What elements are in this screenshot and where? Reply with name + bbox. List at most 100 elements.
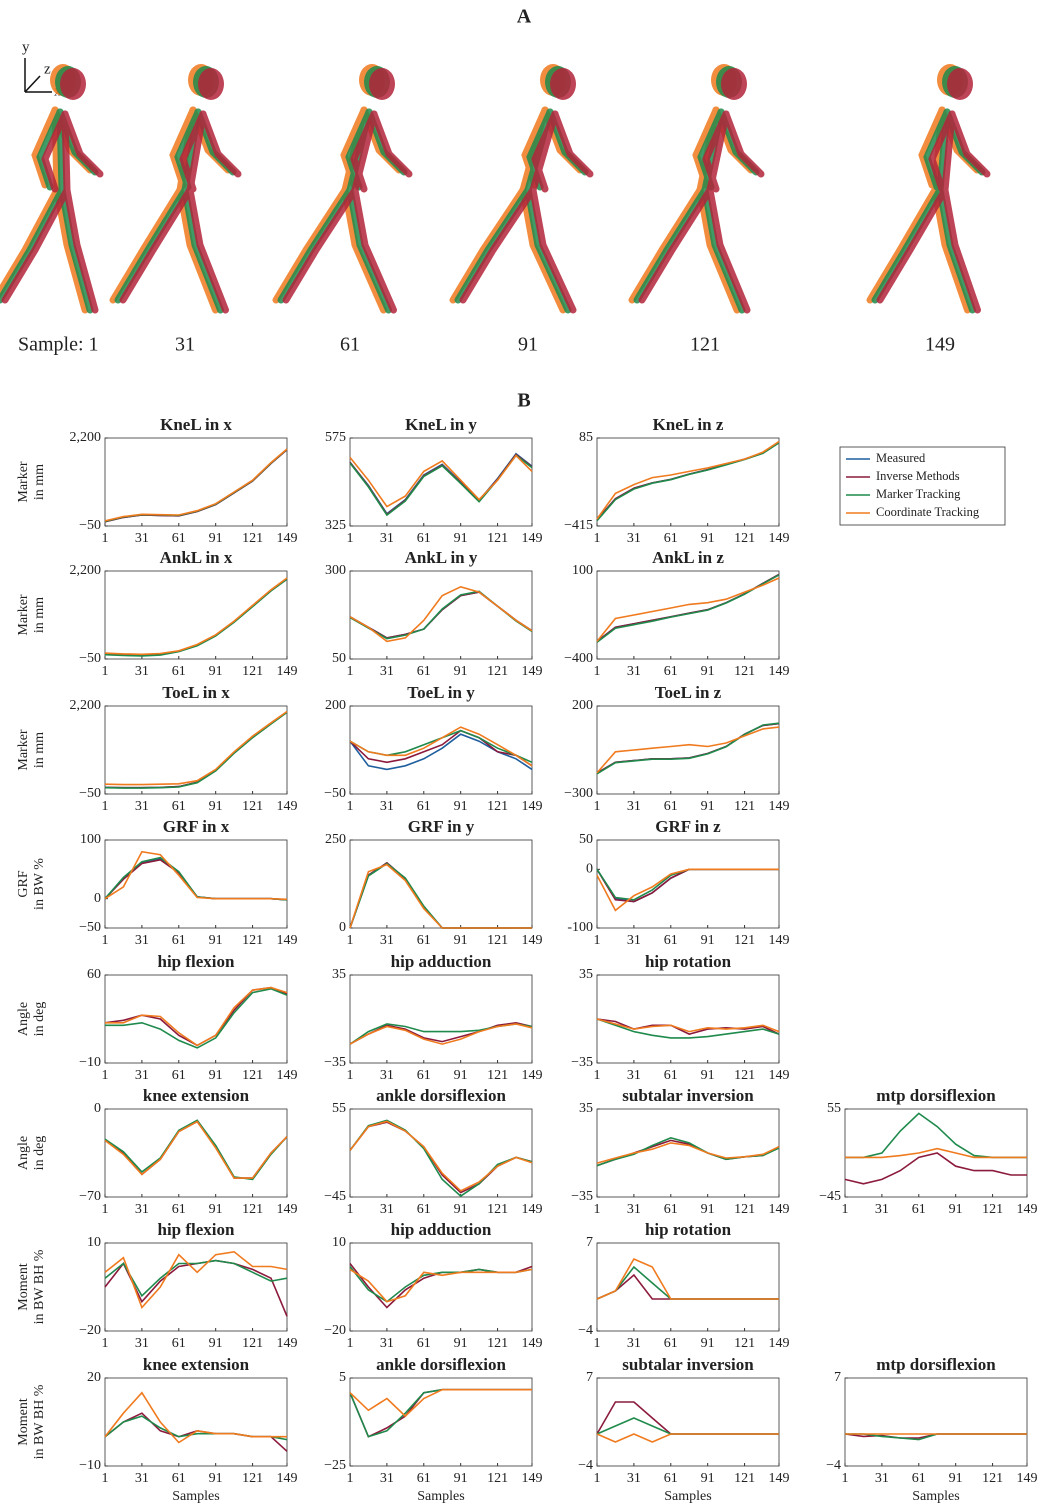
x-tick-label: 1 (347, 933, 354, 948)
x-tick-label: 61 (172, 933, 186, 948)
x-tick-label: 121 (242, 1471, 263, 1486)
leg (449, 186, 527, 304)
data-line (104, 1391, 287, 1444)
x-tick-label: 1 (347, 1202, 354, 1217)
y-tick-label: −25 (324, 1458, 346, 1473)
x-tick-label: 121 (487, 1068, 508, 1083)
leg (351, 186, 397, 314)
arm (31, 106, 59, 189)
plot-frame (349, 437, 533, 527)
data-line (104, 577, 288, 656)
x-tick-label: 1 (594, 531, 601, 546)
y-tick-label: −50 (79, 786, 101, 801)
data-line (596, 726, 780, 774)
axis-triad (24, 58, 52, 93)
sample-label: 31 (175, 334, 195, 356)
x-tick-label: 121 (242, 664, 263, 679)
chart-title: hip adduction (391, 1220, 492, 1239)
data-line (104, 1259, 288, 1317)
data-line (596, 441, 780, 521)
x-tick-label: 91 (949, 1202, 963, 1217)
data-line (349, 733, 533, 771)
x-tick-label: 61 (664, 1068, 678, 1083)
x-tick-label: 1 (347, 1336, 354, 1351)
y-tick-label: −35 (571, 1055, 593, 1070)
y-tick-label: −10 (79, 1458, 101, 1473)
x-tick-label: 31 (380, 664, 394, 679)
plot-frame (596, 570, 780, 660)
chart-title: hip adduction (391, 952, 492, 971)
arm (702, 110, 730, 193)
arm (918, 106, 946, 189)
data-line (104, 850, 288, 901)
y-axis-label: in mm (32, 732, 47, 768)
plot-frame (104, 839, 288, 929)
x-tick-label: 31 (380, 1202, 394, 1217)
y-tick-label: −300 (564, 786, 593, 801)
y-axis-label: in BW BH % (32, 1384, 47, 1459)
data-line (596, 441, 780, 521)
x-tick-label: 31 (135, 1471, 149, 1486)
chart-title: hip flexion (158, 952, 236, 971)
x-tick-label: 61 (417, 1202, 431, 1217)
y-axis-label: Marker (16, 461, 31, 503)
x-tick-label: 61 (172, 1202, 186, 1217)
x-tick-label: 31 (627, 1471, 641, 1486)
x-tick-label: 149 (769, 531, 790, 546)
legend-box (839, 446, 1006, 526)
data-line (105, 986, 288, 1047)
leg (282, 186, 359, 304)
y-tick-label: 10 (87, 1235, 101, 1250)
y-tick-label: −50 (79, 518, 101, 533)
leg (186, 186, 229, 314)
y-tick-label: 325 (325, 518, 346, 533)
y-tick-label: −4 (826, 1458, 841, 1473)
sample-label: 121 (690, 334, 720, 356)
y-tick-label: −35 (571, 1189, 593, 1204)
x-tick-label: 121 (242, 1202, 263, 1217)
skull (947, 68, 973, 100)
y-tick-label: −400 (564, 651, 593, 666)
chart-title: knee extension (143, 1086, 250, 1105)
plot-frame (104, 1108, 288, 1198)
y-tick-label: 2,200 (70, 430, 102, 445)
plot-frame (349, 1242, 533, 1332)
leg (706, 186, 751, 314)
data-line (349, 1119, 533, 1198)
y-axis-label: Moment (16, 1263, 31, 1311)
x-tick-label: 61 (172, 531, 186, 546)
leg (341, 186, 387, 314)
data-line (104, 856, 288, 901)
x-tick-label: 1 (842, 1471, 849, 1486)
x-tick-label: 1 (594, 799, 601, 814)
data-line (104, 1119, 288, 1181)
y-tick-label: 300 (325, 563, 346, 578)
y-tick-label: 5 (339, 1370, 346, 1385)
data-line (596, 1142, 780, 1164)
arm (179, 110, 207, 193)
x-tick-label: 61 (664, 531, 678, 546)
y-tick-label: -100 (567, 920, 593, 935)
panel-label: A (517, 6, 532, 28)
x-tick-label: 61 (417, 933, 431, 948)
x-tick-label: 121 (982, 1471, 1003, 1486)
chart-title: KneL in x (160, 415, 232, 434)
y-tick-label: 250 (325, 832, 346, 847)
x-tick-label: 149 (277, 1202, 298, 1217)
data-line (349, 454, 533, 508)
leg (454, 186, 532, 304)
leg (119, 186, 194, 304)
x-tick-label: 121 (734, 1336, 755, 1351)
leg (176, 186, 219, 314)
skeleton (119, 68, 242, 314)
plot-frame (596, 1108, 780, 1198)
data-line (349, 452, 533, 515)
chart-title: ankle dorsiflexion (376, 1355, 506, 1374)
x-tick-label: 31 (380, 1336, 394, 1351)
plot-frame (596, 974, 780, 1064)
x-tick-label: 31 (380, 933, 394, 948)
skeleton (638, 68, 765, 314)
arm (923, 108, 951, 191)
x-tick-label: 91 (701, 1202, 715, 1217)
data-line (596, 868, 779, 901)
